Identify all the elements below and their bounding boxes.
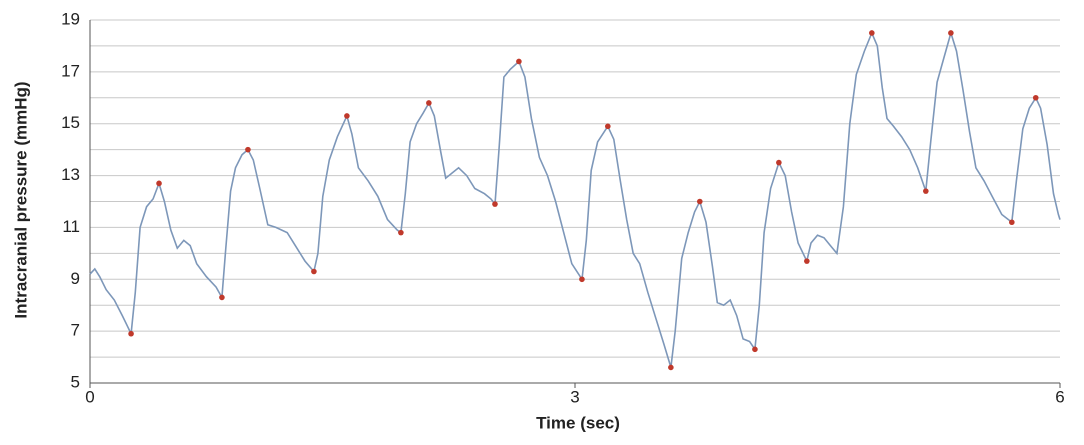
extremum-point — [1032, 94, 1039, 101]
extremum-point — [804, 258, 810, 264]
extremum-point — [245, 146, 251, 153]
x-tick-label: 3 — [570, 387, 579, 406]
extremum-point — [605, 123, 611, 130]
y-tick-label: 9 — [71, 269, 80, 288]
extremum-point — [668, 364, 674, 371]
extremum-point — [923, 188, 929, 194]
y-tick-label: 13 — [61, 165, 80, 184]
y-axis-title: Intracranial pressure (mmHg) — [11, 81, 30, 318]
extremum-point — [344, 113, 350, 119]
extremum-point — [426, 100, 432, 106]
extremum-point — [128, 330, 134, 337]
extremum-point — [579, 276, 585, 283]
extremum-point — [869, 30, 875, 36]
x-tick-label: 0 — [85, 387, 94, 406]
extremum-point — [398, 229, 404, 236]
y-tick-label: 15 — [61, 113, 80, 132]
y-tick-label: 5 — [71, 372, 80, 391]
extremum-point — [752, 346, 758, 353]
extremum-point — [492, 201, 498, 207]
x-tick-label: 6 — [1055, 387, 1064, 406]
extremum-point — [219, 294, 225, 301]
extremum-point — [948, 30, 954, 36]
y-tick-label: 11 — [62, 217, 80, 236]
extremum-point — [311, 268, 317, 275]
y-tick-label: 19 — [61, 9, 80, 28]
extremum-point — [776, 159, 782, 166]
extremum-point — [697, 198, 703, 205]
y-tick-label: 7 — [71, 321, 80, 340]
pressure-line — [89, 30, 1061, 368]
extremum-point — [156, 180, 162, 187]
extremum-point — [1009, 219, 1015, 226]
y-tick-label: 17 — [61, 61, 80, 80]
extremum-point — [516, 58, 522, 65]
x-axis-title: Time (sec) — [536, 413, 620, 432]
